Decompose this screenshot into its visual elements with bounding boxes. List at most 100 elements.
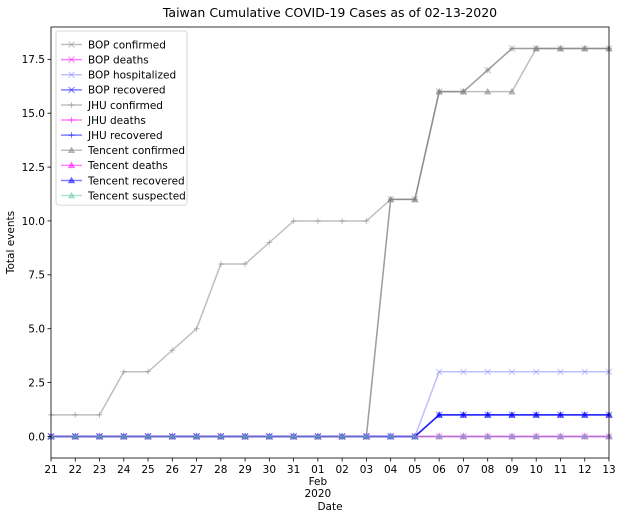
- data-point: [386, 195, 395, 203]
- legend: BOP confirmed BOP deaths BOP hospitalized B…: [55, 30, 188, 206]
- legend-marker: [68, 101, 75, 108]
- x-tick-label: 13: [602, 464, 615, 476]
- legend-item: Tencent suspected: [61, 190, 186, 202]
- data-point: [145, 368, 152, 375]
- legend-label: Tencent deaths: [87, 160, 168, 172]
- data-point: [459, 411, 468, 418]
- data-point: [169, 347, 176, 354]
- data-point: [241, 432, 249, 440]
- data-point: [508, 45, 515, 52]
- data-point: [556, 411, 565, 418]
- x-tick-label: 24: [117, 464, 131, 476]
- data-point: [581, 432, 589, 440]
- legend-label: BOP recovered: [88, 85, 166, 97]
- data-point: [435, 87, 443, 95]
- legend-marker: [67, 176, 76, 184]
- x-tick-label: 12: [578, 464, 591, 476]
- data-point: [556, 44, 565, 52]
- x-tick-label: 26: [166, 464, 180, 476]
- legend-marker: [68, 71, 75, 79]
- legend-label: BOP confirmed: [88, 39, 166, 51]
- y-tick-label: 2.5: [28, 377, 45, 389]
- x-tick-label: 09: [505, 464, 518, 476]
- legend-marker: [68, 117, 75, 124]
- legend-label: Tencent suspected: [87, 190, 186, 202]
- y-tick-label: 5.0: [28, 324, 45, 336]
- data-point: [459, 87, 468, 95]
- y-tick-label: 12.5: [22, 162, 45, 174]
- data-point: [508, 87, 516, 95]
- data-point: [338, 432, 346, 440]
- y-tick-label: 15.0: [22, 108, 45, 120]
- x-axis-label: Date: [317, 501, 342, 513]
- x-tick-label: 06: [432, 464, 446, 476]
- data-point: [193, 325, 200, 332]
- legend-marker: [67, 146, 76, 154]
- legend-label: Tencent confirmed: [87, 145, 185, 157]
- data-point: [242, 261, 249, 268]
- legend-item: Tencent confirmed: [61, 145, 185, 157]
- data-point: [508, 368, 516, 376]
- legend-marker: [68, 56, 75, 64]
- data-point: [314, 432, 322, 440]
- legend-item: JHU deaths: [61, 115, 146, 127]
- legend-marker: [67, 161, 76, 169]
- x-tick-label: 28: [214, 464, 227, 476]
- legend-item: BOP hospitalized: [61, 70, 176, 82]
- data-point: [532, 411, 540, 418]
- x-tick-label: 08: [481, 464, 494, 476]
- legend-marker: [68, 132, 75, 139]
- data-point: [484, 411, 492, 418]
- data-point: [484, 432, 492, 440]
- data-point: [581, 411, 589, 418]
- legend-box: [55, 30, 188, 206]
- legend-item: Tencent deaths: [61, 160, 168, 172]
- legend-label: Tencent recovered: [87, 175, 185, 187]
- y-tick-label: 0.0: [28, 431, 45, 443]
- data-point: [95, 432, 104, 440]
- legend-label: JHU confirmed: [87, 100, 163, 112]
- legend-marker: [68, 86, 75, 94]
- x-tick-label: 10: [530, 464, 543, 476]
- legend-item: BOP confirmed: [61, 39, 166, 51]
- legend-marker: [68, 41, 75, 48]
- y-tick-label: 17.5: [22, 54, 45, 66]
- data-point: [289, 432, 298, 440]
- x-tick-label: 03: [360, 464, 373, 476]
- x-tick-label: 05: [408, 464, 421, 476]
- data-point: [581, 44, 589, 52]
- data-point: [96, 411, 103, 418]
- x-tick-month-label: Feb: [309, 476, 328, 488]
- legend-item: JHU recovered: [61, 130, 163, 142]
- x-tick-label: 31: [287, 464, 300, 476]
- plot-frame: [50, 26, 610, 459]
- data-point: [532, 44, 540, 52]
- legend-item: Tencent recovered: [61, 175, 185, 187]
- data-point: [459, 432, 468, 440]
- x-tick-label: 02: [335, 464, 348, 476]
- y-tick-label: 10.0: [22, 216, 45, 228]
- data-point: [290, 217, 297, 224]
- data-point: [168, 432, 176, 440]
- data-point: [217, 261, 224, 268]
- data-point: [508, 432, 516, 440]
- data-point: [557, 368, 564, 376]
- data-point: [435, 368, 443, 376]
- x-tick-label: 22: [69, 464, 82, 476]
- data-point: [120, 432, 128, 440]
- data-point: [217, 432, 225, 440]
- data-point: [72, 411, 79, 418]
- data-point: [581, 368, 589, 376]
- data-point: [411, 195, 419, 203]
- data-point: [265, 432, 274, 440]
- data-point: [435, 432, 443, 440]
- data-point: [363, 217, 370, 224]
- data-point: [484, 87, 492, 95]
- data-point: [339, 217, 346, 224]
- data-point: [120, 368, 127, 375]
- legend-item: JHU confirmed: [61, 100, 163, 112]
- data-point: [460, 368, 467, 376]
- series-layer: [47, 44, 613, 440]
- x-tick-year-label: 2020: [305, 488, 332, 500]
